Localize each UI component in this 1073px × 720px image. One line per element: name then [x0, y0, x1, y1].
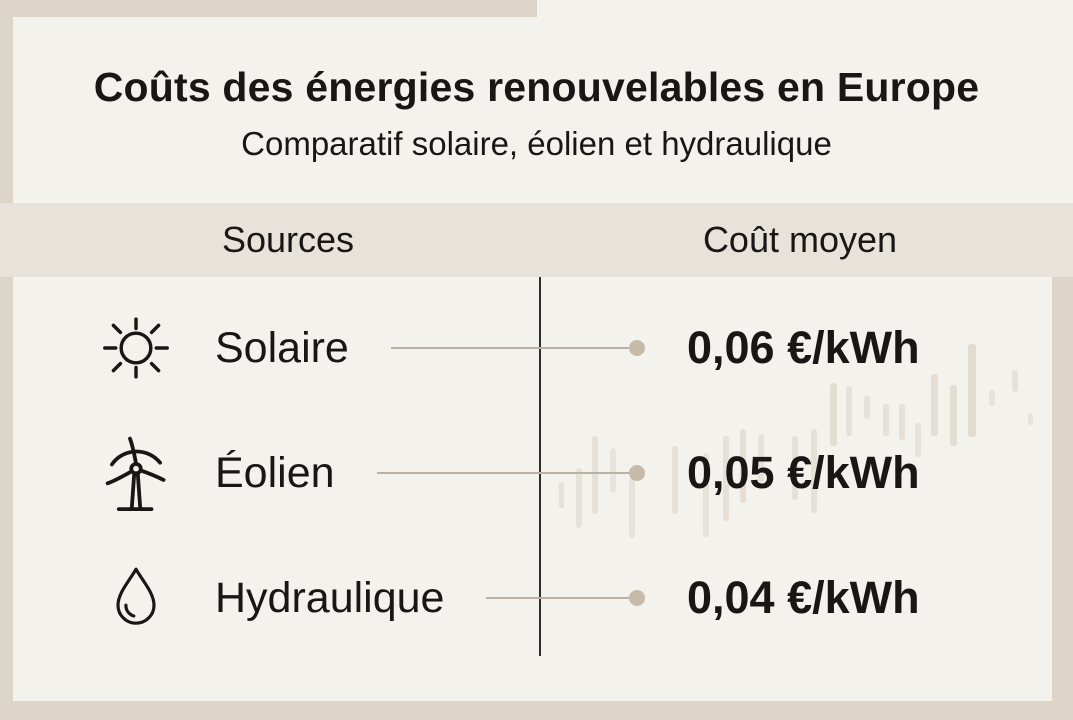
- watermark-bar: [758, 434, 764, 482]
- watermark-bar: [592, 436, 598, 514]
- watermark-bar: [610, 448, 616, 493]
- connector-dot: [629, 340, 645, 356]
- row-value: 0,05 €/kWh: [687, 447, 920, 498]
- connector-line: [390, 347, 629, 349]
- page-subtitle: Comparatif solaire, éolien et hydrauliqu…: [241, 125, 832, 162]
- watermark-bar: [899, 404, 905, 440]
- watermark-bar: [629, 478, 635, 538]
- column-header-sources: Sources: [221, 219, 355, 260]
- watermark-bar: [740, 429, 746, 503]
- watermark-bar: [846, 386, 852, 436]
- wind-turbine-icon: [93, 430, 179, 516]
- watermark-bar: [559, 482, 564, 508]
- connector-dot: [629, 590, 645, 606]
- row-label: Solaire: [215, 323, 349, 372]
- watermark-bar: [576, 468, 582, 528]
- watermark-bar: [883, 404, 889, 436]
- column-divider-line: [539, 228, 541, 656]
- row-value: 0,04 €/kWh: [687, 572, 920, 623]
- watermark-bar: [830, 383, 837, 446]
- connector-line: [486, 597, 629, 599]
- watermark-bar: [792, 436, 798, 500]
- watermark-bar: [672, 446, 678, 514]
- page-title: Coûts des énergies renouvelables en Euro…: [93, 64, 980, 110]
- watermark-bar: [989, 390, 995, 406]
- water-drop-icon: [93, 555, 179, 641]
- title-block: Coûts des énergies renouvelables en Euro…: [13, 0, 1060, 164]
- watermark-bar: [915, 423, 921, 457]
- watermark-bar: [968, 344, 976, 437]
- connector-line: [376, 472, 629, 474]
- column-header-cost: Coût moyen: [702, 219, 898, 260]
- card-background-top: [13, 17, 1073, 203]
- table-row-solaire: Solaire 0,06 €/kWh: [13, 286, 1052, 410]
- table-header-row: Sources Coût moyen: [0, 203, 1073, 277]
- watermark-bar: [1012, 370, 1018, 392]
- watermark-bar: [864, 395, 870, 419]
- row-value: 0,06 €/kWh: [687, 322, 920, 373]
- row-label: Éolien: [215, 448, 335, 497]
- table-row-hydraulique: Hydraulique 0,04 €/kWh: [13, 536, 1052, 660]
- watermark-bar: [723, 436, 729, 521]
- watermark-bar: [950, 385, 957, 446]
- watermark-bar: [703, 453, 709, 537]
- table-row-eolien: Éolien 0,05 €/kWh: [13, 411, 1052, 535]
- card-background-top-right: [537, 0, 1073, 17]
- sun-icon: [93, 305, 179, 391]
- connector-dot: [629, 465, 645, 481]
- watermark-bar: [931, 374, 938, 436]
- watermark-bar: [1028, 413, 1033, 425]
- watermark-bar: [811, 429, 817, 513]
- row-label: Hydraulique: [215, 573, 445, 622]
